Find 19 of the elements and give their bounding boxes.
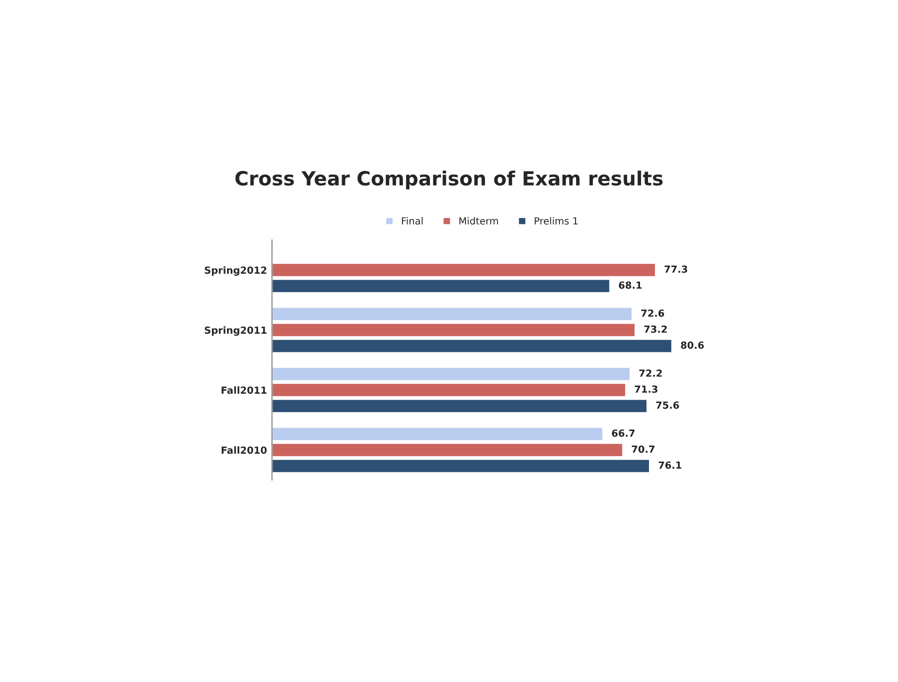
y-tick-label: Spring2012 (204, 266, 266, 276)
data-label: 72.6 (641, 309, 664, 317)
data-label: 80.6 (680, 341, 704, 349)
chart-title: Cross Year Comparison of Exam results (235, 170, 663, 190)
data-label: 70.7 (632, 445, 654, 453)
data-label: 66.7 (612, 429, 635, 437)
y-tick-label: Fall2011 (222, 386, 266, 394)
y-tick-label: Spring2011 (204, 326, 266, 336)
data-label: 71.3 (634, 385, 658, 393)
legend-label: Prelims 1 (534, 217, 578, 225)
data-label: 68.1 (618, 281, 642, 289)
legend-label: Midterm (459, 217, 498, 225)
data-label: 77.3 (664, 265, 688, 273)
y-tick-label: Fall2010 (222, 446, 267, 454)
data-label: 73.2 (644, 325, 667, 333)
data-label: 75.6 (656, 401, 679, 409)
data-label: 76.1 (658, 461, 682, 469)
data-label: 72.2 (639, 369, 662, 377)
legend-label: Final (402, 217, 423, 225)
